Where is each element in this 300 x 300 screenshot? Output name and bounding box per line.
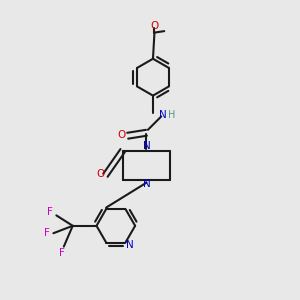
Text: H: H [168,110,176,120]
Text: N: N [126,240,134,250]
Text: O: O [118,130,126,140]
Text: N: N [143,141,151,151]
Text: O: O [150,21,159,31]
Text: N: N [159,110,167,120]
Text: N: N [143,179,151,189]
Text: O: O [96,169,104,179]
Text: F: F [47,207,53,218]
Text: F: F [44,228,50,238]
Text: F: F [59,248,65,257]
